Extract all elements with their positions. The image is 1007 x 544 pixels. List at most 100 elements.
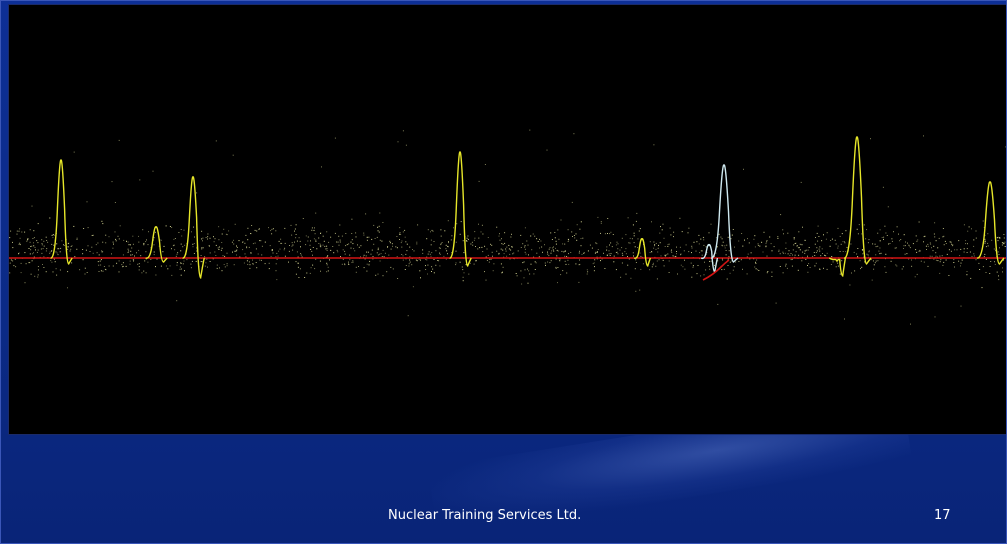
noise-dot [462, 276, 464, 278]
noise-dot [839, 273, 841, 275]
noise-dot [662, 259, 664, 261]
noise-dot [721, 238, 723, 240]
noise-dot [195, 260, 197, 262]
noise-dot [940, 259, 942, 261]
noise-dot [844, 242, 846, 244]
noise-dot [915, 249, 917, 251]
noise-dot [431, 229, 433, 231]
noise-dot [994, 261, 995, 263]
noise-dot [258, 228, 260, 230]
noise-dot [204, 265, 206, 267]
noise-dot [653, 144, 655, 146]
noise-dot [294, 241, 295, 243]
noise-dot [777, 236, 779, 238]
noise-dot [539, 247, 540, 249]
noise-dot [58, 248, 60, 250]
noise-dot [202, 240, 203, 242]
noise-dot [114, 202, 116, 203]
noise-dot [496, 250, 498, 252]
noise-dot [299, 240, 301, 242]
noise-dot [632, 224, 634, 226]
noise-dot [503, 256, 505, 258]
noise-dot [12, 260, 14, 262]
noise-dot [310, 267, 312, 269]
noise-dot [653, 241, 655, 243]
noise-dot [898, 233, 899, 235]
noise-dot [956, 249, 958, 251]
noise-dot [29, 262, 31, 264]
noise-dot [573, 235, 575, 236]
noise-dot [842, 241, 844, 243]
noise-dot [112, 241, 114, 243]
noise-dot [91, 246, 93, 248]
noise-dot [9, 272, 11, 274]
noise-dot [406, 250, 408, 252]
noise-dot [404, 229, 406, 231]
noise-dot [132, 243, 134, 245]
noise-dot [313, 238, 315, 240]
noise-dot [501, 272, 503, 274]
noise-dot [217, 247, 219, 249]
noise-dot [63, 245, 65, 246]
noise-dot [607, 218, 609, 219]
noise-dot [422, 252, 424, 254]
noise-dot [177, 252, 179, 254]
noise-dot [85, 249, 87, 251]
noise-dot [420, 277, 421, 279]
noise-dot [259, 259, 261, 261]
noise-dot [155, 274, 157, 276]
noise-dot [879, 253, 881, 255]
noise-dot [931, 247, 932, 249]
noise-dot [176, 264, 178, 266]
noise-dot [971, 228, 972, 230]
noise-dot [807, 265, 808, 266]
noise-dot [105, 234, 107, 236]
noise-dot [234, 250, 236, 252]
noise-dot [555, 240, 557, 242]
noise-dot [684, 259, 685, 261]
noise-dot [859, 260, 861, 262]
noise-dot [722, 245, 724, 247]
noise-dot [221, 247, 223, 249]
noise-dot [68, 242, 70, 244]
noise-dot [625, 253, 627, 255]
noise-dot [511, 246, 513, 248]
noise-dot [380, 253, 382, 255]
noise-dot [180, 262, 181, 264]
noise-dot [586, 269, 588, 271]
noise-dot [310, 240, 311, 242]
noise-dot [37, 276, 39, 278]
noise-dot [807, 255, 808, 257]
noise-dot [673, 231, 675, 233]
noise-dot [102, 223, 104, 225]
noise-dot [184, 244, 186, 246]
noise-dot [462, 280, 464, 282]
noise-dot [416, 243, 418, 245]
noise-dot [642, 263, 644, 265]
noise-dot [122, 254, 124, 256]
noise-dot [846, 246, 848, 248]
noise-dot [555, 258, 557, 260]
noise-dot [866, 229, 868, 231]
noise-dot [807, 249, 809, 251]
noise-dot [481, 246, 483, 248]
noise-dot [105, 242, 107, 244]
noise-dot [831, 238, 833, 240]
noise-dot [629, 237, 631, 239]
noise-dot [771, 250, 773, 252]
noise-dot [246, 246, 248, 248]
noise-dot [649, 241, 651, 243]
noise-dot [594, 259, 596, 261]
noise-dot [762, 251, 764, 253]
noise-dot [895, 264, 897, 266]
noise-dot [667, 246, 669, 247]
noise-dot [780, 214, 782, 216]
noise-dot [769, 236, 771, 238]
pulse-traces [49, 136, 1005, 281]
noise-dot [554, 232, 556, 233]
noise-dot [536, 252, 538, 254]
noise-dot [35, 249, 36, 251]
noise-dot [710, 260, 712, 262]
noise-dot [885, 253, 887, 255]
noise-dot [27, 239, 28, 241]
